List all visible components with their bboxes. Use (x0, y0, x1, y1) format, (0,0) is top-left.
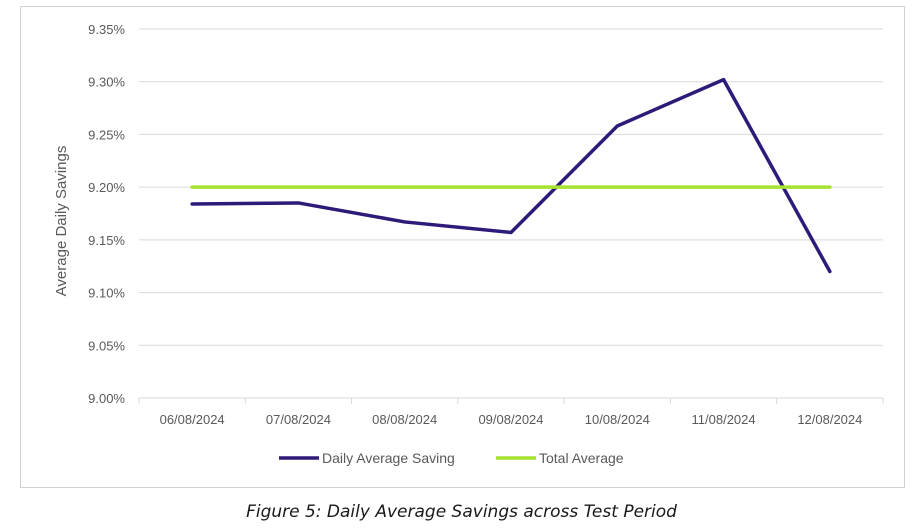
legend-label: Daily Average Saving (322, 450, 455, 466)
series-daily-average-saving-line (190, 77, 832, 274)
x-tick-label: 06/08/2024 (160, 412, 225, 427)
y-tick-label: 9.20% (88, 180, 125, 195)
legend-item-daily-average-saving: Daily Average Saving (279, 450, 455, 466)
y-tick-label: 9.30% (88, 75, 125, 90)
x-tick-label: 09/08/2024 (478, 412, 543, 427)
x-tick-label: 08/08/2024 (372, 412, 437, 427)
y-tick-label: 9.15% (88, 233, 125, 248)
x-tick-label: 07/08/2024 (266, 412, 331, 427)
series-lines (190, 77, 832, 274)
y-tick-label: 9.05% (88, 338, 125, 353)
chart-frame: 9.00% 9.05% 9.10% 9.15% 9.20% 9.25% 9.30% 9.35%… (20, 6, 905, 488)
x-tick-label: 12/08/2024 (797, 412, 862, 427)
y-tick-label: 9.10% (88, 286, 125, 301)
y-tick-label: 9.35% (88, 22, 125, 37)
x-tick-label: 10/08/2024 (585, 412, 650, 427)
gridlines (139, 28, 883, 399)
legend: Daily Average Saving Total Average (279, 450, 624, 466)
legend-item-total-average: Total Average (496, 450, 624, 466)
y-tick-label: 9.00% (88, 391, 125, 406)
x-tick-label: 11/08/2024 (692, 412, 756, 427)
y-tick-label: 9.25% (88, 127, 125, 142)
figure-caption: Figure 5: Daily Average Savings across T… (246, 502, 677, 522)
legend-label: Total Average (539, 450, 624, 466)
line-chart: 9.00% 9.05% 9.10% 9.15% 9.20% 9.25% 9.30% 9.35%… (53, 22, 884, 466)
y-tick-labels: 9.00% 9.05% 9.10% 9.15% 9.20% 9.25% 9.30% 9.35% (88, 22, 125, 406)
y-axis-title: Average Daily Savings (53, 146, 70, 297)
x-tick-labels: 06/08/2024 07/08/2024 08/08/2024 09/08/2024… (138, 398, 884, 427)
